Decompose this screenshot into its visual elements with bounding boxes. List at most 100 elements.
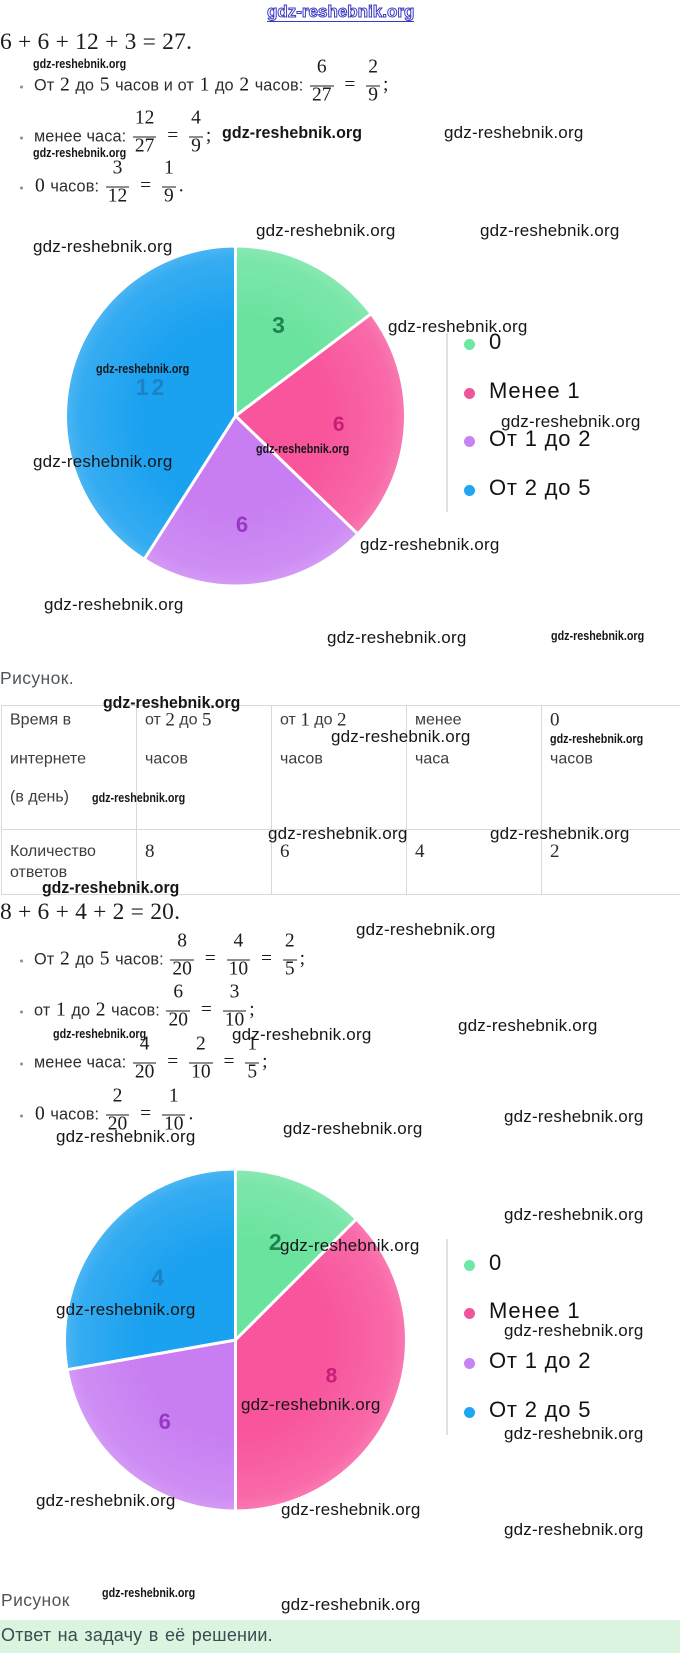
fraction-numerator: 12 xyxy=(134,107,155,128)
math-run: = xyxy=(135,1103,156,1125)
table-cell-line: часов xyxy=(280,740,400,779)
fraction-denominator: 9 xyxy=(161,186,176,217)
watermark: gdz-reshebnik.org xyxy=(256,221,396,240)
legend-dot-icon xyxy=(464,1357,475,1369)
fraction-denominator: 10 xyxy=(222,1010,247,1041)
fraction-denominator: 5 xyxy=(282,959,297,990)
fraction-numerator: 4 xyxy=(233,930,244,951)
legend-dot-icon xyxy=(464,1308,475,1319)
fraction-denominator: 27 xyxy=(310,85,334,116)
pie-slice-value-label: 6 xyxy=(236,512,248,537)
equation-sum-2: 8 + 6 + 4 + 2 = 20. xyxy=(0,898,181,925)
bullet-line: От 2 до 5 часов: 8 20 = 4 10 = 2 5; xyxy=(20,929,306,990)
math-run: 1 xyxy=(199,74,210,96)
fraction: 4 20 xyxy=(132,1032,157,1093)
pie-slice-От 2 до 5 xyxy=(63,1167,237,1372)
watermark: gdz-reshebnik.org xyxy=(56,1300,196,1319)
table-math-run: 6 xyxy=(280,840,290,862)
table-cell-line: от 1 до 2 xyxy=(280,706,400,740)
watermark: gdz-reshebnik.org xyxy=(360,535,500,554)
bullet-marker-icon xyxy=(20,186,23,190)
watermark: gdz-reshebnik.org xyxy=(356,920,496,939)
watermark: gdz-reshebnik.org xyxy=(103,694,241,712)
watermark: gdz-reshebnik.org xyxy=(36,1491,176,1510)
fraction: 12 27 xyxy=(132,106,157,167)
legend-item: Менее 1 xyxy=(464,378,580,406)
pie-slice-value-label: 6 xyxy=(159,1409,171,1434)
fraction-numerator: 1 xyxy=(163,157,174,178)
watermark: gdz-reshebnik.org xyxy=(241,1395,381,1414)
table-math-run: 2 xyxy=(550,840,560,862)
bullet-marker-icon xyxy=(20,1010,23,1014)
table-cell-line: 4 xyxy=(415,841,535,862)
watermark: gdz-reshebnik.org xyxy=(550,732,644,746)
watermark: gdz-reshebnik.org xyxy=(504,1520,644,1539)
fraction-denominator: 20 xyxy=(166,1010,190,1041)
math-run: ; xyxy=(249,999,255,1021)
watermark: gdz-reshebnik.org xyxy=(33,237,173,256)
table-text-run: интернете xyxy=(10,750,86,768)
fraction-denominator: 10 xyxy=(226,959,251,990)
fraction-denominator: 20 xyxy=(105,1114,130,1145)
text-run: часов: xyxy=(45,1105,104,1123)
table-math-run: 2 xyxy=(336,709,347,731)
text-run: часов: xyxy=(106,1001,165,1019)
table-math-run: 4 xyxy=(415,840,425,862)
watermark: gdz-reshebnik.org xyxy=(490,824,630,843)
watermark: gdz-reshebnik.org xyxy=(504,1424,644,1443)
table-cell: от 1 до 2 часов xyxy=(272,706,407,830)
answers-table: Время в интернете (в день) от 2 до 5 часов от… xyxy=(1,705,680,895)
site-watermark-link[interactable]: gdz-reshebnik.org xyxy=(266,2,415,22)
watermark: gdz-reshebnik.org xyxy=(281,1595,421,1614)
watermark: gdz-reshebnik.org xyxy=(280,1236,420,1255)
watermark: gdz-reshebnik.org xyxy=(56,1127,196,1146)
watermark: gdz-reshebnik.org xyxy=(504,1321,644,1340)
text-run: От xyxy=(34,76,59,94)
watermark: gdz-reshebnik.org xyxy=(232,1025,372,1044)
legend-dot-icon xyxy=(464,387,475,399)
watermark: gdz-reshebnik.org xyxy=(42,879,180,897)
answer-bar: Ответ на задачу в её решении. xyxy=(0,1620,680,1653)
fraction-numerator: 1 xyxy=(168,1085,179,1106)
watermark: gdz-reshebnik.org xyxy=(256,442,350,456)
legend-dot-icon xyxy=(464,485,475,496)
bullet-marker-icon xyxy=(20,959,23,963)
table-math-run: 0 xyxy=(550,709,560,731)
legend-dot-icon xyxy=(464,1259,475,1271)
fraction-denominator: 10 xyxy=(189,1062,213,1093)
answer-text: Ответ на задачу в её решении. xyxy=(1,1625,273,1645)
math-run: 2 xyxy=(59,74,70,96)
equation-sum-1: 6 + 6 + 12 + 3 = 27. xyxy=(0,28,193,55)
fraction-numerator: 1 xyxy=(247,1033,258,1054)
bullet-line: от 1 до 2 часов: 6 20 = 3 10; xyxy=(20,980,256,1041)
fraction-denominator: 9 xyxy=(366,85,381,116)
watermark: gdz-reshebnik.org xyxy=(33,146,127,160)
watermark: gdz-reshebnik.org xyxy=(53,1027,147,1041)
text-run: часов: xyxy=(45,177,104,195)
table-cell: менее часа xyxy=(407,706,542,830)
math-run: ; xyxy=(383,74,389,96)
fraction-denominator: 20 xyxy=(170,959,194,990)
watermark: gdz-reshebnik.org xyxy=(551,629,645,643)
fraction-numerator: 6 xyxy=(173,981,184,1002)
math-run: 0 xyxy=(35,1103,45,1125)
math-run: = xyxy=(162,125,184,147)
math-run: = xyxy=(195,999,217,1021)
legend-item: От 2 до 5 xyxy=(464,475,591,504)
bullet-marker-icon xyxy=(20,85,23,89)
watermark: gdz-reshebnik.org xyxy=(480,221,620,240)
table-text-run: ответов xyxy=(10,863,68,881)
fraction-numerator: 2 xyxy=(112,1085,123,1106)
pie-slice-value-label: 4 xyxy=(151,1265,164,1291)
table-text-run: (в день) xyxy=(10,788,70,806)
fraction: 6 20 xyxy=(166,980,190,1041)
watermark: gdz-reshebnik.org xyxy=(504,1107,644,1126)
fraction: 8 20 xyxy=(170,929,194,990)
watermark: gdz-reshebnik.org xyxy=(102,1586,196,1600)
table-text-run: часов xyxy=(550,750,593,768)
